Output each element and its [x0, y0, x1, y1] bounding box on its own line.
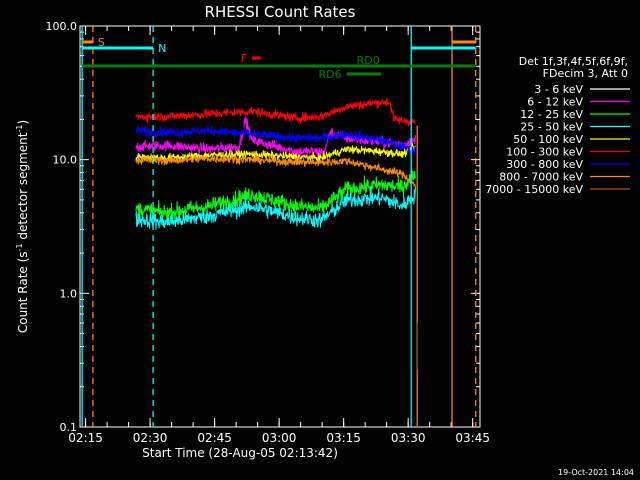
- series-line-3: [135, 186, 416, 230]
- legend-header: Det 1f,3f,4f,5f,6f,9f,: [519, 55, 628, 68]
- legend-entry-label: 300 - 800 keV: [506, 158, 583, 171]
- series-line-4: [135, 143, 416, 165]
- legend-entry-label: 3 - 6 keV: [534, 83, 583, 96]
- y-axis-label: Count Rate (s-1 detector segment-1): [15, 120, 30, 333]
- x-tick-label: 03:00: [262, 431, 297, 445]
- x-tick-label: 03:30: [391, 431, 426, 445]
- series-line-6: [135, 125, 416, 156]
- legend-entry-label: 100 - 300 keV: [506, 146, 583, 159]
- flag-label: S: [98, 36, 105, 49]
- legend-entry-label: 25 - 50 keV: [520, 121, 583, 134]
- overlay-layer: S N F RD0 RD6: [81, 26, 477, 427]
- y-tick-label: 100.0: [46, 20, 78, 33]
- x-tick-label: 02:30: [133, 431, 168, 445]
- legend-entry-label: 50 - 100 keV: [513, 133, 583, 146]
- flag-label: RD6: [319, 68, 342, 81]
- data-layer: [135, 98, 419, 427]
- flag-label: RD0: [357, 54, 380, 67]
- flag-label: N: [158, 42, 166, 55]
- flag-label: F: [241, 52, 247, 65]
- x-tick-label: 03:15: [326, 431, 361, 445]
- footer-datestamp: 19-Oct-2021 14:04: [558, 468, 634, 477]
- x-tick-label: 02:45: [197, 431, 232, 445]
- legend-entry-label: 6 - 12 keV: [527, 96, 583, 109]
- y-tick-label: 1.0: [60, 287, 78, 300]
- series-line-2: [135, 170, 416, 223]
- legend-header: FDecim 3, Att 0: [543, 67, 628, 80]
- y-tick-label: 10.0: [53, 154, 78, 167]
- series-line-7: [135, 154, 416, 187]
- y-tick-label: 0.1: [60, 421, 78, 434]
- x-tick-label: 03:45: [455, 431, 490, 445]
- legend-entry-label: 800 - 7000 keV: [499, 171, 583, 184]
- legend-entry-label: 7000 - 15000 keV: [485, 183, 583, 196]
- x-axis-label: Start Time (28-Aug-05 02:13:42): [142, 446, 338, 460]
- axes: RHESSI Count Rates 100.0 10.0 1.0 0.1 Count R…: [15, 3, 490, 460]
- legend-entry-label: 12 - 25 keV: [520, 108, 583, 121]
- series-line-5: [135, 98, 416, 127]
- chart-title: RHESSI Count Rates: [205, 3, 356, 21]
- plot-frame: [79, 25, 481, 428]
- x-tick-label: 02:15: [68, 431, 103, 445]
- legend: Det 1f,3f,4f,5f,6f,9f,FDecim 3, Att 0 3 -…: [485, 55, 630, 196]
